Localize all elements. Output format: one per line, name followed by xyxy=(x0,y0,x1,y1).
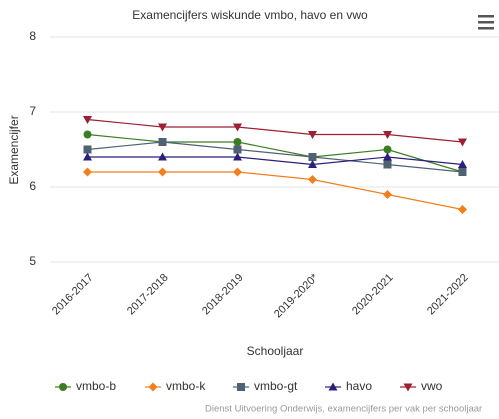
chart-title: Examencijfers wiskunde vmbo, havo en vwo xyxy=(132,8,368,22)
marker xyxy=(83,152,92,161)
y-tick-label: 8 xyxy=(29,29,36,43)
marker xyxy=(158,167,167,177)
legend-label: vmbo-gt xyxy=(254,379,298,393)
marker xyxy=(308,153,317,161)
legend-item[interactable]: vwo xyxy=(400,379,443,393)
marker xyxy=(237,383,245,391)
marker xyxy=(458,138,467,147)
marker xyxy=(328,382,338,391)
y-tick-label: 6 xyxy=(29,179,36,193)
y-tick-label: 7 xyxy=(29,104,36,118)
legend-item[interactable]: vmbo-gt xyxy=(233,379,298,393)
series-line xyxy=(87,141,463,173)
menu-bar xyxy=(478,27,494,30)
marker xyxy=(83,116,92,124)
legend-item[interactable]: vmbo-k xyxy=(145,379,206,393)
menu-bar xyxy=(478,15,494,18)
series-line xyxy=(87,133,463,173)
marker xyxy=(458,205,467,214)
marker xyxy=(233,138,242,146)
legend-label: vwo xyxy=(421,379,443,393)
y-axis-label: Examencijfer xyxy=(7,115,21,184)
marker xyxy=(158,123,167,132)
legend-label: vmbo-b xyxy=(76,379,116,393)
marker xyxy=(383,190,392,199)
marker xyxy=(233,145,242,154)
marker xyxy=(233,123,242,132)
x-axis-label: Schooljaar xyxy=(247,344,304,358)
marker xyxy=(383,160,392,169)
marker xyxy=(83,130,92,139)
marker xyxy=(83,145,92,154)
legend-item[interactable]: havo xyxy=(325,379,372,393)
legend-item[interactable]: vmbo-b xyxy=(55,379,116,393)
credit: Dienst Uitvoering Onderwijs, examencijfe… xyxy=(205,404,482,415)
marker xyxy=(158,138,167,146)
marker xyxy=(308,131,317,139)
menu-bar xyxy=(478,21,494,24)
marker xyxy=(383,145,392,154)
marker xyxy=(158,152,167,161)
marker xyxy=(308,175,317,184)
series-line xyxy=(87,171,463,211)
marker xyxy=(148,382,158,392)
marker xyxy=(59,383,67,391)
marker xyxy=(458,168,467,176)
series-line xyxy=(87,156,463,166)
marker xyxy=(83,167,92,177)
marker xyxy=(403,383,413,392)
menu-button[interactable] xyxy=(478,15,494,30)
marker xyxy=(233,152,242,161)
marker xyxy=(458,160,467,168)
marker xyxy=(383,152,392,161)
y-tick-label: 5 xyxy=(29,254,36,268)
legend-label: havo xyxy=(346,379,372,393)
marker xyxy=(308,160,317,168)
marker xyxy=(383,131,392,139)
series-line xyxy=(87,118,463,143)
marker xyxy=(233,167,242,177)
legend-label: vmbo-k xyxy=(166,379,206,393)
